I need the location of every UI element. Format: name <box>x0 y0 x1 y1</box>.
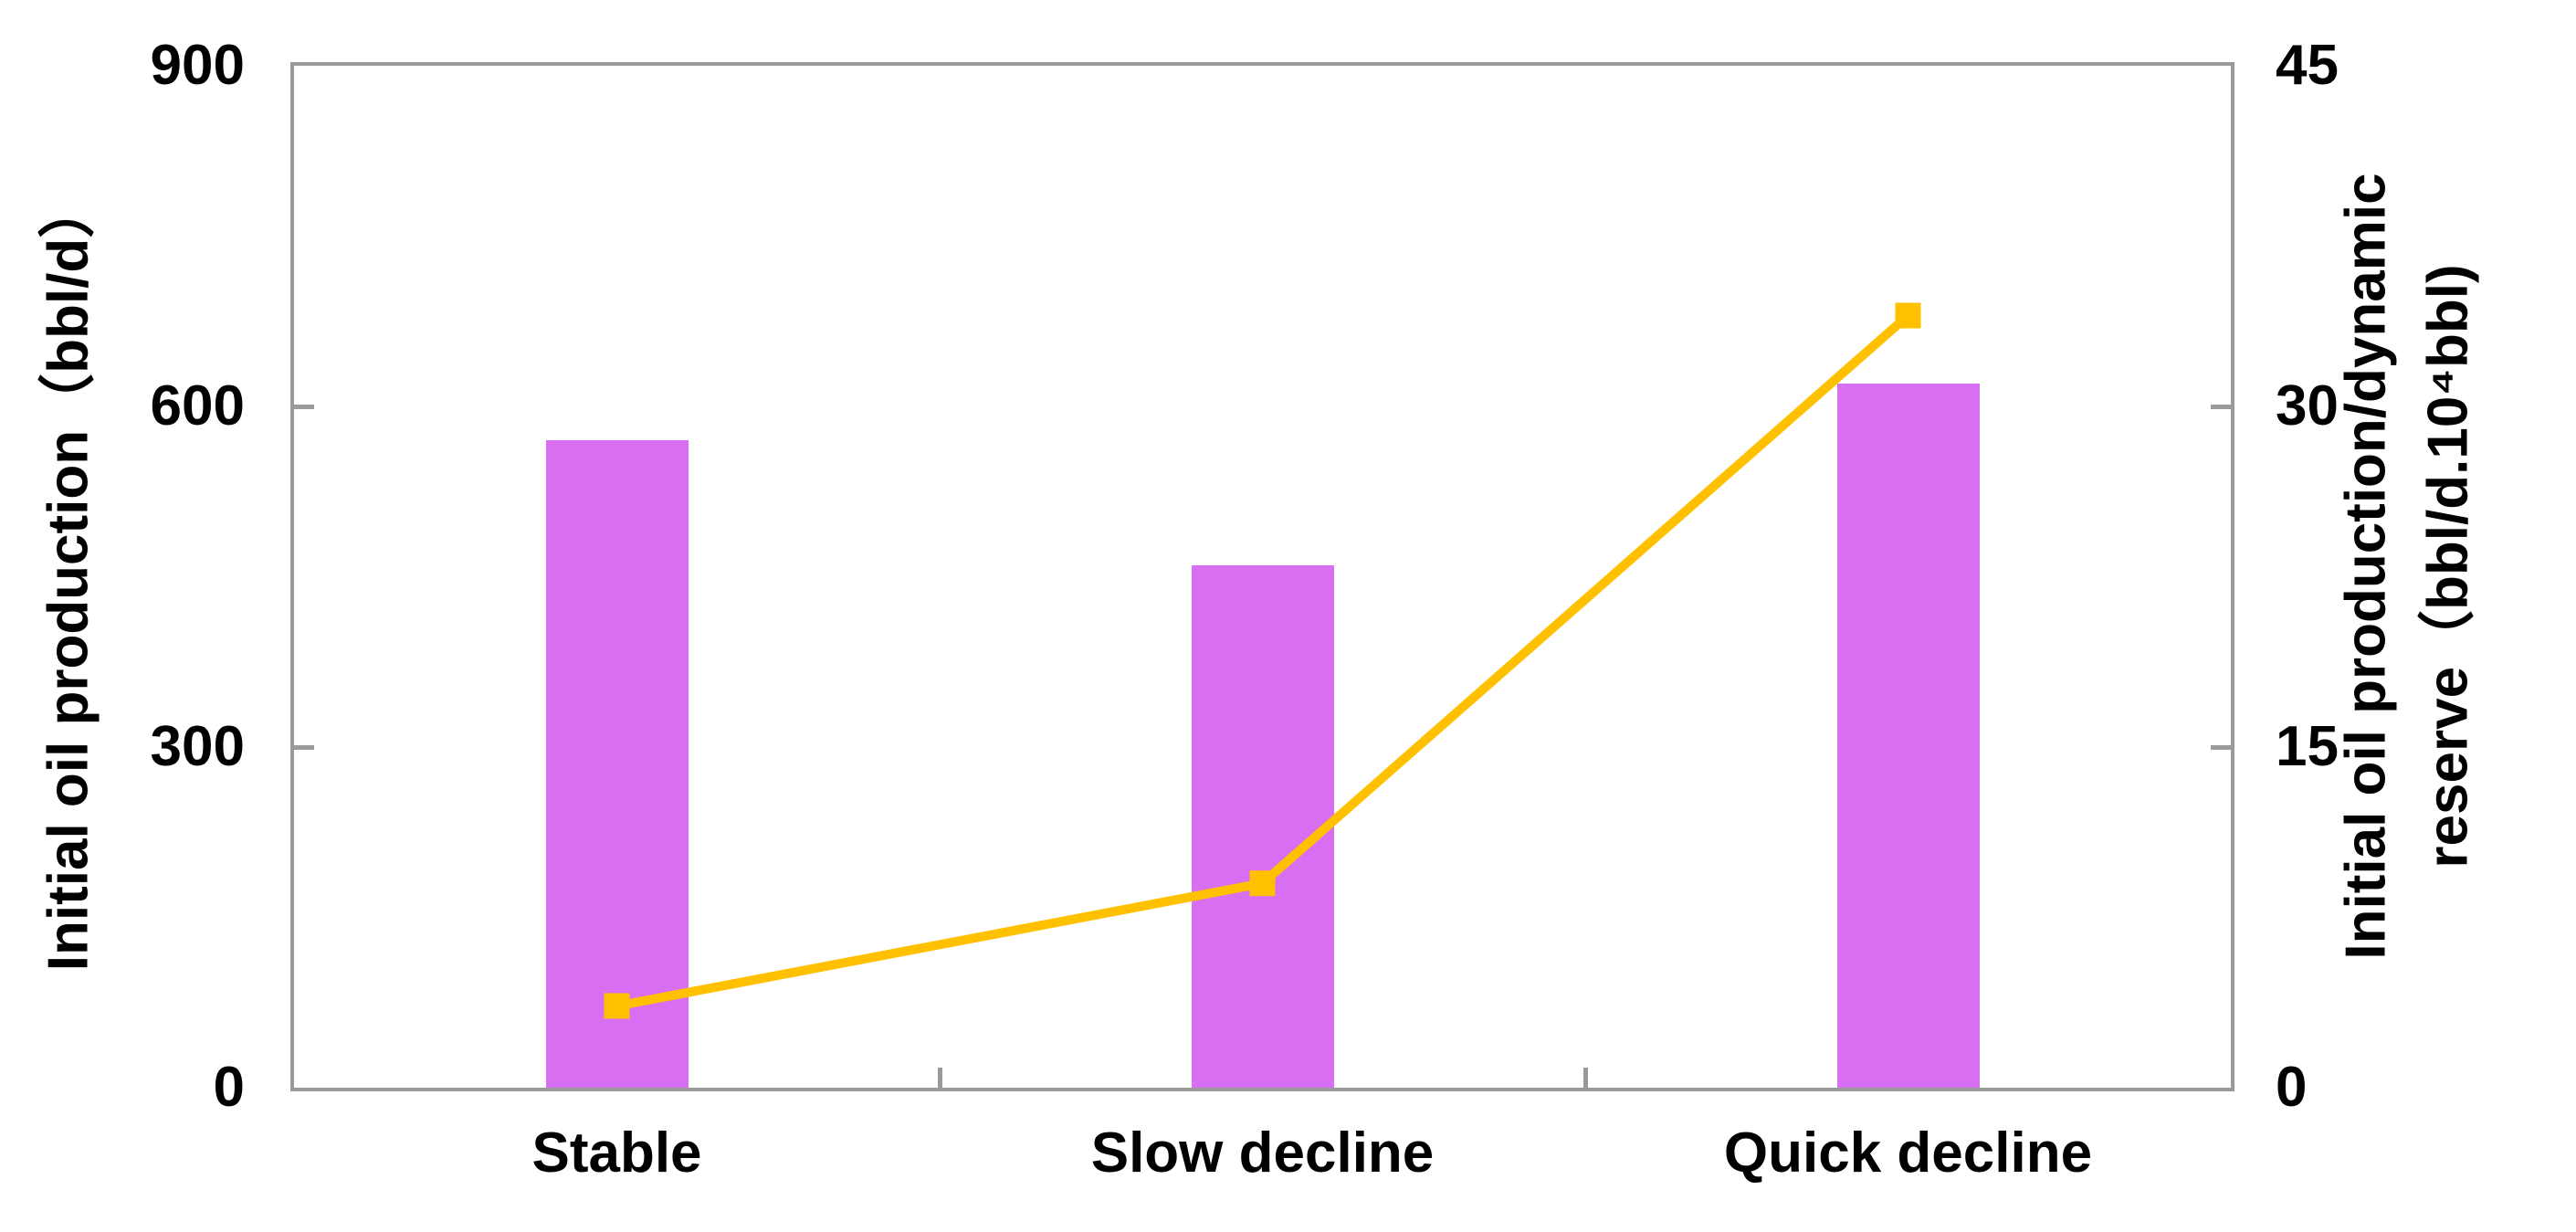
left-tick-label-300: 300 <box>150 715 245 778</box>
left-axis-tick-300 <box>294 744 314 750</box>
right-axis-tick-15 <box>2211 744 2231 750</box>
line-marker-slow-decline <box>1249 870 1276 897</box>
line-marker-quick-decline <box>1895 302 1921 329</box>
x-label-quick-decline: Quick decline <box>1723 1121 2093 1185</box>
bar-quick-decline <box>1836 384 1980 1088</box>
right-tick-label-30: 30 <box>2276 374 2339 437</box>
left-tick-label-900: 900 <box>150 34 245 97</box>
line-marker-stable <box>604 993 630 1019</box>
right-tick-label-45: 45 <box>2276 34 2339 97</box>
left-axis-tick-600 <box>294 404 314 409</box>
x-label-stable: Stable <box>531 1121 702 1185</box>
right-axis-title-line2: reserve（bbl/d.10⁴bbl) <box>2416 264 2480 869</box>
right-tick-label-15: 15 <box>2276 715 2339 778</box>
left-tick-label-0: 0 <box>213 1056 245 1119</box>
right-axis-title: Initial oil production/dynamic reserve（b… <box>2326 56 2490 1078</box>
left-axis-title: Initial oil production（bbl/d） <box>37 181 100 972</box>
right-axis-title-line1: Initial oil production/dynamic <box>2334 173 2398 960</box>
line-series <box>604 302 1921 1019</box>
left-tick-label-600: 600 <box>150 374 245 437</box>
line-path <box>615 311 1911 1011</box>
plot-area <box>290 62 2234 1091</box>
x-axis-tick-2 <box>1582 1068 1588 1088</box>
x-axis-tick-1 <box>937 1068 942 1088</box>
right-tick-label-0: 0 <box>2276 1056 2308 1119</box>
bar-stable <box>545 440 689 1088</box>
x-label-slow-decline: Slow decline <box>1090 1121 1435 1185</box>
bar-slow-decline <box>1191 565 1334 1088</box>
right-axis-tick-30 <box>2211 404 2231 409</box>
